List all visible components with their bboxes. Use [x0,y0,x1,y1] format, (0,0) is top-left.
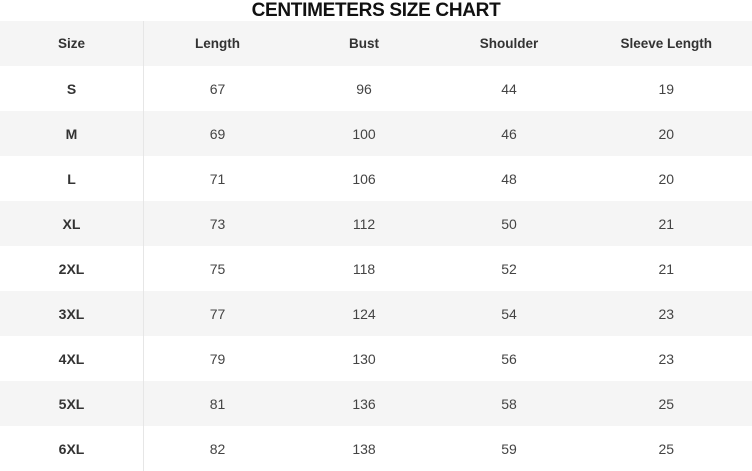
measurement-cell: 21 [658,260,675,277]
measurement-cell: 44 [501,80,517,97]
size-cell: 3XL [0,291,144,336]
table-row: 5XL 81 136 58 25 [0,381,752,426]
measurement-cell: 23 [658,350,675,367]
measurement-cell: 112 [352,215,376,232]
measurement-cell: 25 [658,440,675,457]
size-cell: 2XL [0,246,144,291]
table-row: 4XL 79 130 56 23 [0,336,752,381]
measurement-cell: 20 [658,170,675,187]
measurement-cell: 100 [352,125,376,142]
size-cell: 6XL [0,426,144,471]
table-row: 3XL 77 124 54 23 [0,291,752,336]
header-row: Size Length Bust Shoulder Sleeve Length [0,21,752,66]
measurement-cell: 54 [501,305,517,322]
table-row: S 67 96 44 19 [0,66,752,111]
measurement-cell: 106 [352,170,376,187]
measurement-cell: 82 [209,440,226,457]
size-cell: XL [0,201,144,246]
measurement-cell: 81 [209,395,226,412]
size-cell: 4XL [0,336,144,381]
column-header-shoulder: Shoulder [479,36,539,51]
size-chart-table: Size Length Bust Shoulder Sleeve Length S 67 9… [0,21,752,471]
measurement-cell: 46 [501,125,517,142]
chart-title: CENTIMETERS SIZE CHART [251,0,501,21]
measurement-cell: 56 [501,350,517,367]
column-header-length: Length [195,36,240,51]
size-cell: L [0,156,144,201]
measurement-cell: 79 [209,350,226,367]
measurement-cell: 19 [658,80,675,97]
table-row: 2XL 75 118 52 21 [0,246,752,291]
measurement-cell: 23 [658,305,675,322]
measurement-cell: 138 [352,440,376,457]
table-row: 6XL 82 138 59 25 [0,426,752,471]
measurement-cell: 52 [501,260,517,277]
measurement-cell: 20 [658,125,675,142]
measurement-cell: 75 [209,260,226,277]
measurement-cell: 25 [658,395,675,412]
measurement-cell: 136 [352,395,376,412]
table-row: M 69 100 46 20 [0,111,752,156]
table-row: XL 73 112 50 21 [0,201,752,246]
measurement-cell: 124 [352,305,376,322]
measurement-cell: 58 [501,395,517,412]
size-cell: M [0,111,144,156]
measurement-cell: 118 [352,260,376,277]
measurement-cell: 67 [209,80,226,97]
measurement-cell: 71 [209,170,226,187]
size-cell: S [0,66,144,111]
measurement-cell: 59 [501,440,517,457]
measurement-cell: 96 [356,80,372,97]
measurement-cell: 73 [209,215,226,232]
measurement-cell: 69 [209,125,226,142]
measurement-cell: 21 [658,215,675,232]
measurement-cell: 50 [501,215,517,232]
measurement-cell: 48 [501,170,517,187]
size-cell: 5XL [0,381,144,426]
column-header-bust: Bust [349,36,379,51]
column-header-size: Size [0,21,144,66]
table-row: L 71 106 48 20 [0,156,752,201]
column-header-sleeve-length: Sleeve Length [620,36,713,51]
measurement-cell: 77 [209,305,226,322]
measurement-cell: 130 [352,350,376,367]
